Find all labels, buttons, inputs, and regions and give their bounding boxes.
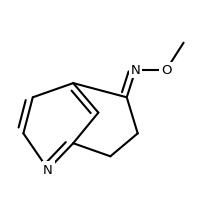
Text: O: O (161, 64, 171, 77)
Text: N: N (131, 64, 140, 77)
Text: N: N (43, 163, 53, 176)
